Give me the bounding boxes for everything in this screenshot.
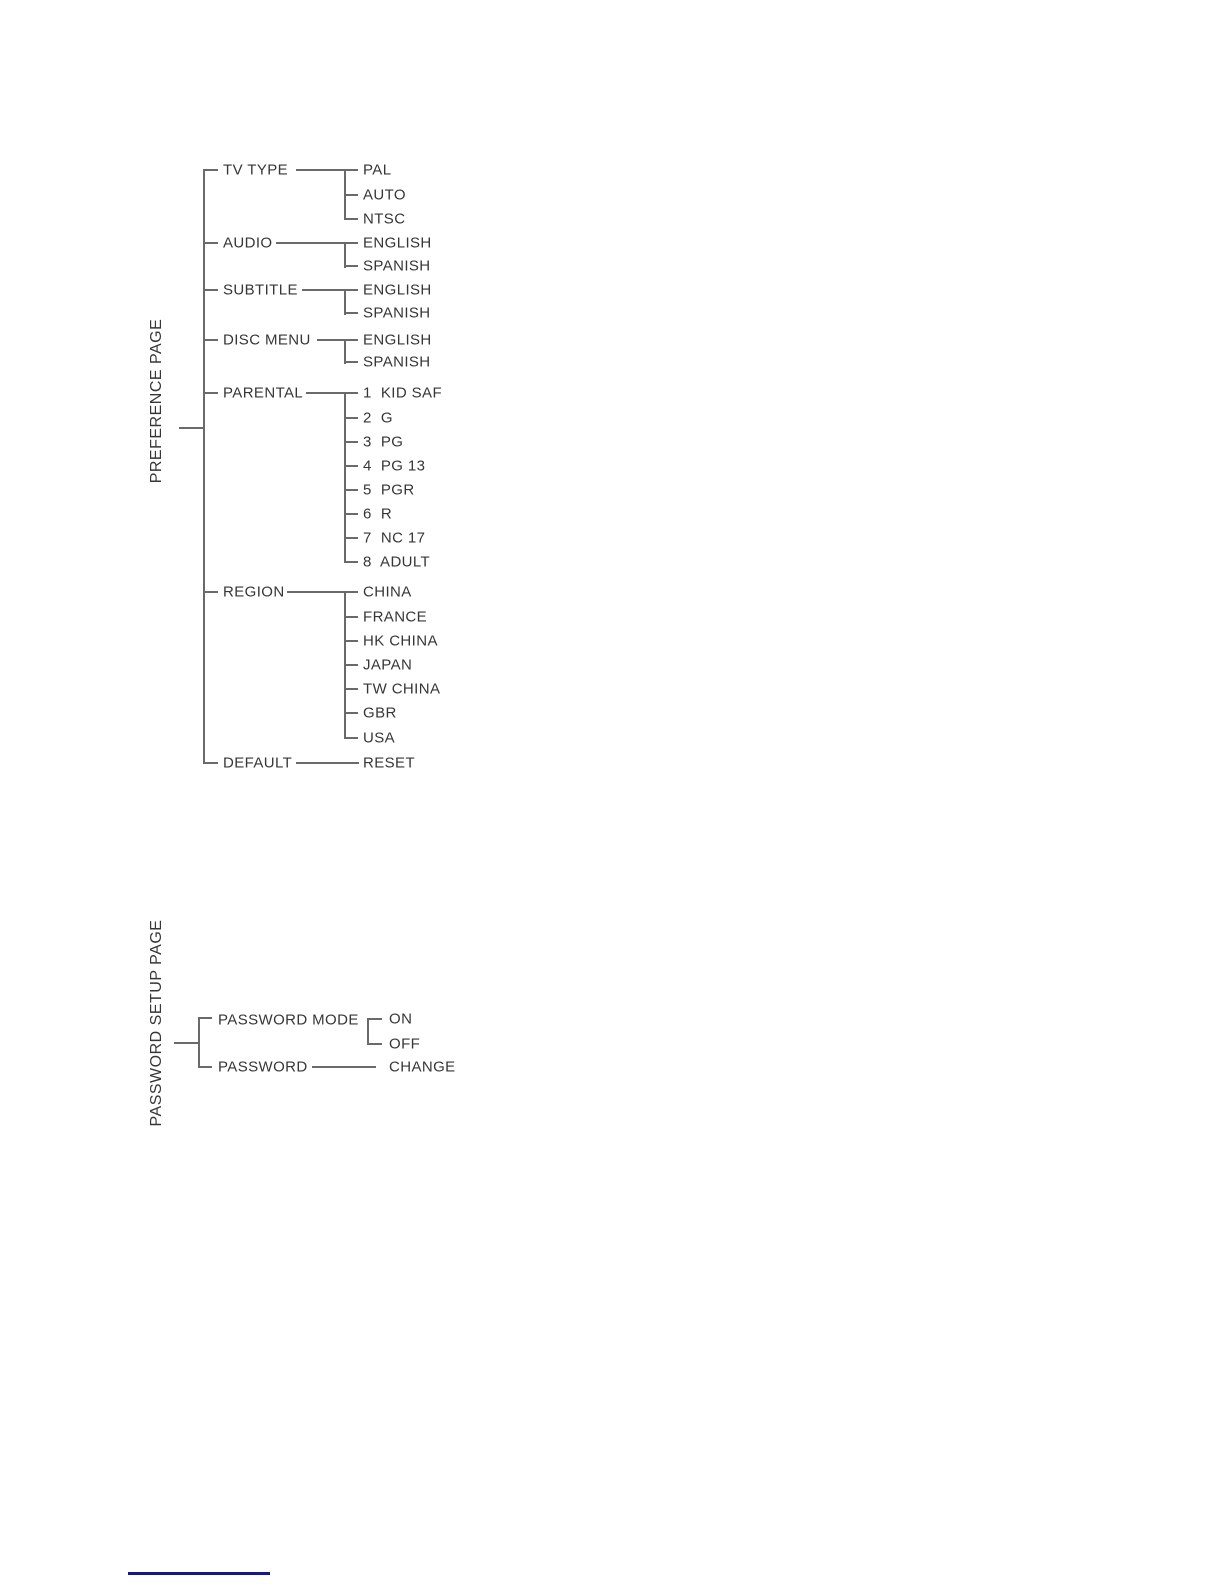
option-label: 8 ADULT [363, 553, 431, 571]
option-label: SPANISH [363, 304, 431, 322]
option-label: TW CHINA [363, 680, 441, 698]
child-tick [344, 392, 358, 394]
branch-connector-line [296, 762, 359, 764]
child-tick [344, 489, 358, 491]
option-label: HK CHINA [363, 632, 438, 650]
child-tick [344, 465, 358, 467]
option-label: OFF [389, 1035, 421, 1053]
option-label: 2 G [363, 409, 393, 427]
child-tick [344, 561, 358, 563]
child-trunk-line [344, 339, 346, 364]
option-label: 3 PG [363, 433, 404, 451]
footer-divider-line [128, 1572, 270, 1575]
branch-connector-line [302, 289, 346, 291]
child-tick [367, 1018, 382, 1020]
child-trunk-line [344, 392, 346, 563]
option-label: 6 R [363, 505, 393, 523]
preference-page-title: PREFERENCE PAGE [148, 318, 165, 484]
option-label: SPANISH [363, 353, 431, 371]
title-connector-line [174, 1042, 199, 1044]
child-tick [344, 339, 358, 341]
branch-connector-line [312, 1066, 376, 1068]
child-tick [344, 417, 358, 419]
branch-label-disc-menu: DISC MENU [223, 331, 311, 349]
child-tick [344, 361, 358, 363]
option-label: CHINA [363, 583, 412, 601]
child-tick [344, 616, 358, 618]
option-label: NTSC [363, 210, 406, 228]
option-label: RESET [363, 754, 416, 772]
option-label: USA [363, 729, 396, 747]
child-trunk-line [344, 289, 346, 315]
option-label: GBR [363, 704, 397, 722]
branch-tick [198, 1066, 212, 1068]
branch-tick [198, 1017, 212, 1019]
branch-connector-line [276, 242, 346, 244]
option-label: 1 KID SAF [363, 384, 443, 402]
password-setup-page-title: PASSWORD SETUP PAGE [148, 919, 165, 1127]
child-trunk-line [344, 242, 346, 268]
option-label: 7 NC 17 [363, 529, 426, 547]
branch-tick [203, 169, 218, 171]
option-label: ON [389, 1010, 413, 1028]
branch-label-password: PASSWORD [218, 1058, 308, 1076]
option-label: FRANCE [363, 608, 428, 626]
option-label: ENGLISH [363, 281, 432, 299]
child-tick [344, 640, 358, 642]
branch-tick [203, 392, 218, 394]
child-tick [344, 265, 358, 267]
option-label: ENGLISH [363, 331, 432, 349]
branch-tick [203, 242, 218, 244]
branch-label-password-mode: PASSWORD MODE [218, 1011, 359, 1029]
child-tick [344, 312, 358, 314]
branch-label-default: DEFAULT [223, 754, 293, 772]
child-tick [344, 441, 358, 443]
branch-tick [203, 339, 218, 341]
branch-tick [203, 762, 218, 764]
child-tick [344, 688, 358, 690]
branch-connector-line [306, 392, 346, 394]
child-tick [344, 591, 358, 593]
option-label: PAL [363, 161, 392, 179]
child-tick [344, 712, 358, 714]
child-trunk-line [367, 1018, 369, 1045]
child-tick [344, 513, 358, 515]
branch-connector-line [296, 169, 346, 171]
child-tick [344, 537, 358, 539]
option-label: SPANISH [363, 257, 431, 275]
option-label: ENGLISH [363, 234, 432, 252]
child-tick [344, 664, 358, 666]
child-tick [344, 194, 358, 196]
branch-connector-line [287, 591, 346, 593]
trunk-line [198, 1017, 200, 1068]
child-tick [344, 242, 358, 244]
child-tick [344, 289, 358, 291]
branch-label-parental: PARENTAL [223, 384, 304, 402]
option-label: 5 PGR [363, 481, 415, 499]
branch-tick [203, 591, 218, 593]
branch-label-region: REGION [223, 583, 285, 601]
branch-label-subtitle: SUBTITLE [223, 281, 298, 299]
title-connector-line [179, 427, 204, 429]
trunk-line [203, 169, 205, 764]
child-tick [344, 737, 358, 739]
option-label: 4 PG 13 [363, 457, 426, 475]
branch-tick [203, 289, 218, 291]
branch-label-tv-type: TV TYPE [223, 161, 289, 179]
branch-label-audio: AUDIO [223, 234, 273, 252]
option-label: JAPAN [363, 656, 413, 674]
child-tick [367, 1043, 382, 1045]
option-label: CHANGE [389, 1058, 456, 1076]
branch-connector-line [317, 339, 346, 341]
child-tick [344, 169, 358, 171]
option-label: AUTO [363, 186, 406, 204]
child-tick [344, 218, 358, 220]
